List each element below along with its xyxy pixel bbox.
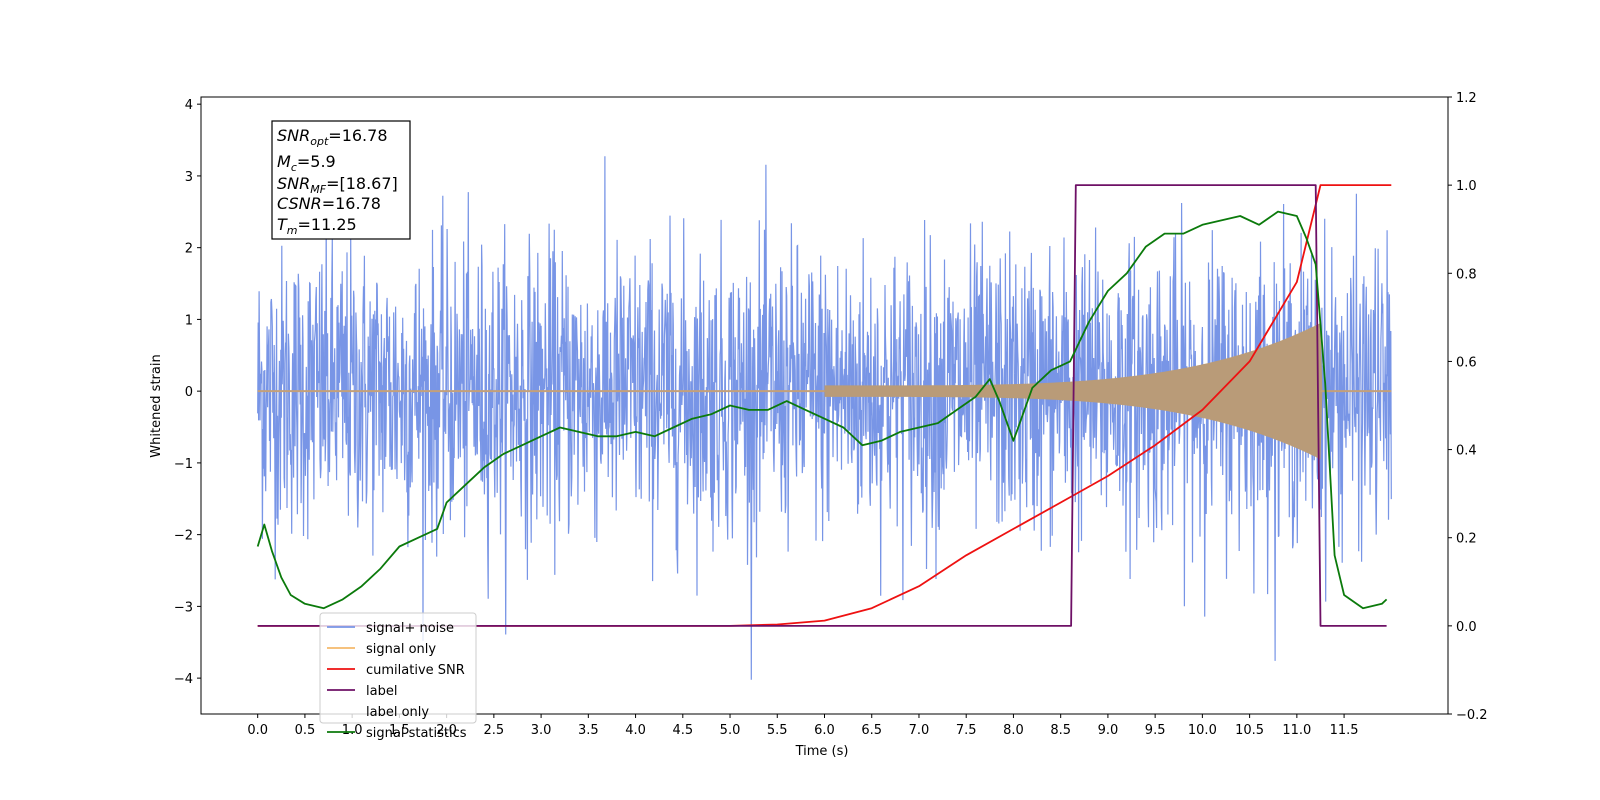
y-axis-label-left: Whitened strain bbox=[149, 354, 164, 457]
tm-symbol: T bbox=[277, 215, 288, 234]
x-tick-label: 5.5 bbox=[767, 723, 788, 738]
annotation-snr-mf: SNRMF=[18.67] bbox=[277, 174, 398, 196]
x-tick-label: 4.5 bbox=[672, 723, 693, 738]
series-signal-statistics bbox=[256, 210, 1388, 610]
mc-symbol: M bbox=[277, 152, 291, 171]
x-tick-label: 7.5 bbox=[956, 723, 977, 738]
snr-mf-symbol: SNR bbox=[277, 174, 310, 193]
y-tick-label-right: 1.0 bbox=[1456, 179, 1477, 194]
y-tick-label-left: 0 bbox=[185, 385, 193, 400]
x-tick-label: 2.5 bbox=[484, 723, 505, 738]
x-tick-label: 9.5 bbox=[1145, 723, 1166, 738]
snr-opt-subscript: opt bbox=[310, 135, 329, 148]
x-tick-label: 6.5 bbox=[861, 723, 882, 738]
y-tick-label-right: 0.8 bbox=[1456, 267, 1477, 282]
y-tick-label-left: 1 bbox=[185, 313, 193, 328]
legend-label: label bbox=[366, 684, 397, 699]
snr-opt-value: =16.78 bbox=[328, 126, 387, 145]
csnr-symbol: CSNR bbox=[277, 194, 322, 213]
x-tick-label: 1.0 bbox=[342, 723, 363, 738]
y-tick-label-right: 0.0 bbox=[1456, 620, 1477, 635]
x-tick-label: 11.0 bbox=[1282, 723, 1311, 738]
x-tick-label: 8.5 bbox=[1050, 723, 1071, 738]
x-tick-label: 2.0 bbox=[436, 723, 457, 738]
annotation-snr-opt: SNRopt=16.78 bbox=[277, 126, 388, 148]
series-label bbox=[257, 184, 1387, 627]
y-axis-right: −0.2 0.0 0.2 0.4 0.6 0.8 1.0 1.2 bbox=[1448, 91, 1488, 723]
legend: signal+ noise signal only cumilative SNR la… bbox=[319, 612, 477, 741]
annotation-tm: Tm=11.25 bbox=[277, 215, 357, 237]
x-axis-label: Time (s) bbox=[795, 744, 849, 759]
mc-value: =5.9 bbox=[297, 152, 336, 171]
annotation-mc: Mc=5.9 bbox=[277, 152, 336, 174]
tm-value: =11.25 bbox=[298, 215, 357, 234]
y-tick-label-right: 0.6 bbox=[1456, 355, 1477, 370]
legend-label: cumilative SNR bbox=[366, 663, 465, 678]
y-tick-label-left: −1 bbox=[174, 457, 193, 472]
legend-label: signal+ noise bbox=[366, 621, 454, 636]
y-tick-label-right: −0.2 bbox=[1456, 708, 1488, 723]
annotation-box bbox=[271, 120, 411, 240]
legend-frame bbox=[319, 612, 477, 724]
y-tick-label-left: −3 bbox=[174, 600, 193, 615]
x-tick-label: 5.0 bbox=[720, 723, 741, 738]
csnr-value: =16.78 bbox=[322, 194, 381, 213]
y-tick-label-left: 4 bbox=[185, 98, 193, 113]
y-tick-label-right: 0.2 bbox=[1456, 532, 1477, 547]
tm-subscript: m bbox=[287, 224, 298, 237]
y-axis-left: −4 −3 −2 −1 0 1 2 3 4 bbox=[174, 98, 201, 687]
x-axis: 0.0 0.5 1.0 1.5 2.0 2.5 3.0 3.5 4.0 4.5 5.0 5.5 6.0 6… bbox=[247, 714, 1359, 738]
y-tick-label-left: −2 bbox=[174, 529, 193, 544]
parameter-annotation: SNRopt=16.78 Mc=5.9 SNRMF=[18.67] CSNR=1… bbox=[271, 120, 411, 240]
legend-label: label only bbox=[366, 705, 429, 720]
x-tick-label: 11.5 bbox=[1330, 723, 1359, 738]
x-tick-label: 3.0 bbox=[531, 723, 552, 738]
annotation-csnr: CSNR=16.78 bbox=[277, 194, 381, 213]
y-tick-label-left: 2 bbox=[185, 242, 193, 257]
y-tick-label-right: 0.4 bbox=[1456, 444, 1477, 459]
x-tick-label: 0.0 bbox=[247, 723, 268, 738]
x-tick-label: 1.5 bbox=[389, 723, 410, 738]
legend-label: signal only bbox=[366, 642, 436, 657]
series-signal-noise bbox=[257, 156, 1392, 680]
x-tick-label: 3.5 bbox=[578, 723, 599, 738]
mc-subscript: c bbox=[291, 161, 297, 174]
plot-area bbox=[256, 156, 1392, 680]
y-tick-label-left: −4 bbox=[174, 672, 193, 687]
snr-mf-subscript: MF bbox=[310, 183, 326, 196]
y-tick-label-right: 1.2 bbox=[1456, 91, 1477, 106]
x-tick-label: 8.0 bbox=[1003, 723, 1024, 738]
snr-mf-value: =[18.67] bbox=[326, 174, 398, 193]
series-cumilative-snr bbox=[257, 184, 1392, 627]
x-tick-label: 10.0 bbox=[1188, 723, 1217, 738]
x-tick-label: 6.0 bbox=[814, 723, 835, 738]
y-tick-label-left: 3 bbox=[185, 170, 193, 185]
x-tick-label: 7.0 bbox=[909, 723, 930, 738]
x-tick-label: 9.0 bbox=[1098, 723, 1119, 738]
x-tick-label: 4.0 bbox=[625, 723, 646, 738]
x-tick-label: 10.5 bbox=[1235, 723, 1264, 738]
legend-label: signal statistics bbox=[366, 726, 467, 741]
snr-opt-symbol: SNR bbox=[277, 126, 310, 145]
x-tick-label: 0.5 bbox=[295, 723, 316, 738]
